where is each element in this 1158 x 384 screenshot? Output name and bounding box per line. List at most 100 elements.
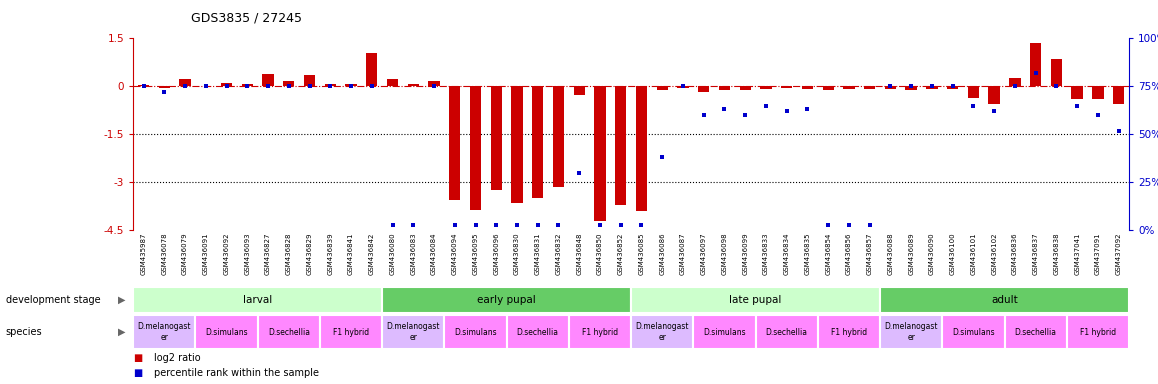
Text: D.sechellia: D.sechellia [516, 328, 559, 337]
Text: GSM436838: GSM436838 [1054, 232, 1060, 275]
Bar [573, 86, 585, 95]
Bar [470, 86, 482, 210]
Text: GSM437041: GSM437041 [1075, 232, 1080, 275]
Bar [943, 315, 1004, 349]
Text: GSM436092: GSM436092 [223, 232, 229, 275]
Text: larval: larval [243, 295, 272, 305]
Bar [133, 315, 196, 349]
Text: GSM436095: GSM436095 [472, 232, 478, 275]
Text: GSM436833: GSM436833 [763, 232, 769, 275]
Bar [196, 315, 257, 349]
Text: GSM436098: GSM436098 [721, 232, 727, 275]
Bar [382, 287, 631, 313]
Bar [822, 86, 834, 89]
Bar [569, 315, 631, 349]
Bar [366, 53, 378, 86]
Text: GSM435987: GSM435987 [140, 232, 147, 275]
Text: F1 hybrid: F1 hybrid [1080, 328, 1116, 337]
Bar [512, 86, 522, 203]
Bar [885, 86, 896, 89]
Text: ■: ■ [133, 368, 142, 378]
Bar [677, 86, 689, 88]
Text: GSM436842: GSM436842 [368, 232, 375, 275]
Text: GSM436835: GSM436835 [805, 232, 811, 275]
Bar [320, 315, 382, 349]
Bar [631, 287, 880, 313]
Bar [283, 81, 294, 86]
Text: D.sechellia: D.sechellia [1014, 328, 1057, 337]
Bar [263, 74, 273, 86]
Text: GSM436828: GSM436828 [286, 232, 292, 275]
Bar [382, 315, 445, 349]
Text: GSM436085: GSM436085 [638, 232, 645, 275]
Text: GDS3835 / 27245: GDS3835 / 27245 [191, 12, 302, 25]
Bar [880, 287, 1129, 313]
Text: GSM436831: GSM436831 [535, 232, 541, 275]
Text: GSM436091: GSM436091 [203, 232, 208, 275]
Bar [636, 86, 647, 211]
Text: late pupal: late pupal [730, 295, 782, 305]
Bar [221, 83, 233, 86]
Text: adult: adult [991, 295, 1018, 305]
Text: ■: ■ [133, 353, 142, 363]
Text: D.melanogast
er: D.melanogast er [387, 323, 440, 342]
Text: D.melanogast
er: D.melanogast er [885, 323, 938, 342]
Bar [159, 86, 170, 88]
Text: GSM437092: GSM437092 [1115, 232, 1122, 275]
Bar [1071, 86, 1083, 99]
Text: GSM436852: GSM436852 [617, 232, 624, 275]
Bar [1010, 78, 1020, 86]
Text: GSM436094: GSM436094 [452, 232, 457, 275]
Text: D.simulans: D.simulans [952, 328, 995, 337]
Bar [1004, 315, 1067, 349]
Bar [532, 86, 543, 199]
Bar [408, 84, 419, 86]
Text: GSM436079: GSM436079 [182, 232, 188, 275]
Text: GSM436099: GSM436099 [742, 232, 748, 275]
Bar [449, 86, 461, 200]
Bar [345, 84, 357, 86]
Bar [864, 86, 875, 89]
Text: GSM437091: GSM437091 [1095, 232, 1101, 275]
Bar [926, 86, 938, 89]
Bar [719, 86, 731, 90]
Text: early pupal: early pupal [477, 295, 536, 305]
Bar [698, 86, 710, 92]
Text: D.simulans: D.simulans [703, 328, 746, 337]
Bar [1050, 59, 1062, 86]
Bar [257, 315, 320, 349]
Text: F1 hybrid: F1 hybrid [582, 328, 618, 337]
Text: GSM436836: GSM436836 [1012, 232, 1018, 275]
Text: GSM436080: GSM436080 [389, 232, 396, 275]
Bar [631, 315, 694, 349]
Text: GSM436102: GSM436102 [991, 232, 997, 275]
Text: GSM436830: GSM436830 [514, 232, 520, 275]
Text: GSM436088: GSM436088 [887, 232, 894, 275]
Bar [880, 315, 943, 349]
Text: GSM436829: GSM436829 [307, 232, 313, 275]
Text: GSM436101: GSM436101 [970, 232, 976, 275]
Bar [657, 86, 668, 90]
Text: GSM436087: GSM436087 [680, 232, 686, 275]
Bar [552, 86, 564, 187]
Text: GSM436856: GSM436856 [846, 232, 852, 275]
Bar [491, 86, 501, 190]
Text: GSM436093: GSM436093 [244, 232, 250, 275]
Text: GSM436097: GSM436097 [701, 232, 706, 275]
Bar [594, 86, 606, 221]
Bar [179, 79, 191, 86]
Text: GSM436834: GSM436834 [784, 232, 790, 275]
Text: GSM436827: GSM436827 [265, 232, 271, 275]
Bar [694, 315, 755, 349]
Bar [242, 84, 252, 86]
Bar [906, 86, 917, 89]
Text: F1 hybrid: F1 hybrid [831, 328, 867, 337]
Text: D.sechellia: D.sechellia [765, 328, 808, 337]
Text: D.simulans: D.simulans [454, 328, 497, 337]
Text: GSM436086: GSM436086 [659, 232, 665, 275]
Text: GSM436837: GSM436837 [1033, 232, 1039, 275]
Bar [303, 75, 315, 86]
Bar [138, 85, 149, 86]
Text: ▶: ▶ [118, 327, 125, 337]
Text: GSM436100: GSM436100 [950, 232, 955, 275]
